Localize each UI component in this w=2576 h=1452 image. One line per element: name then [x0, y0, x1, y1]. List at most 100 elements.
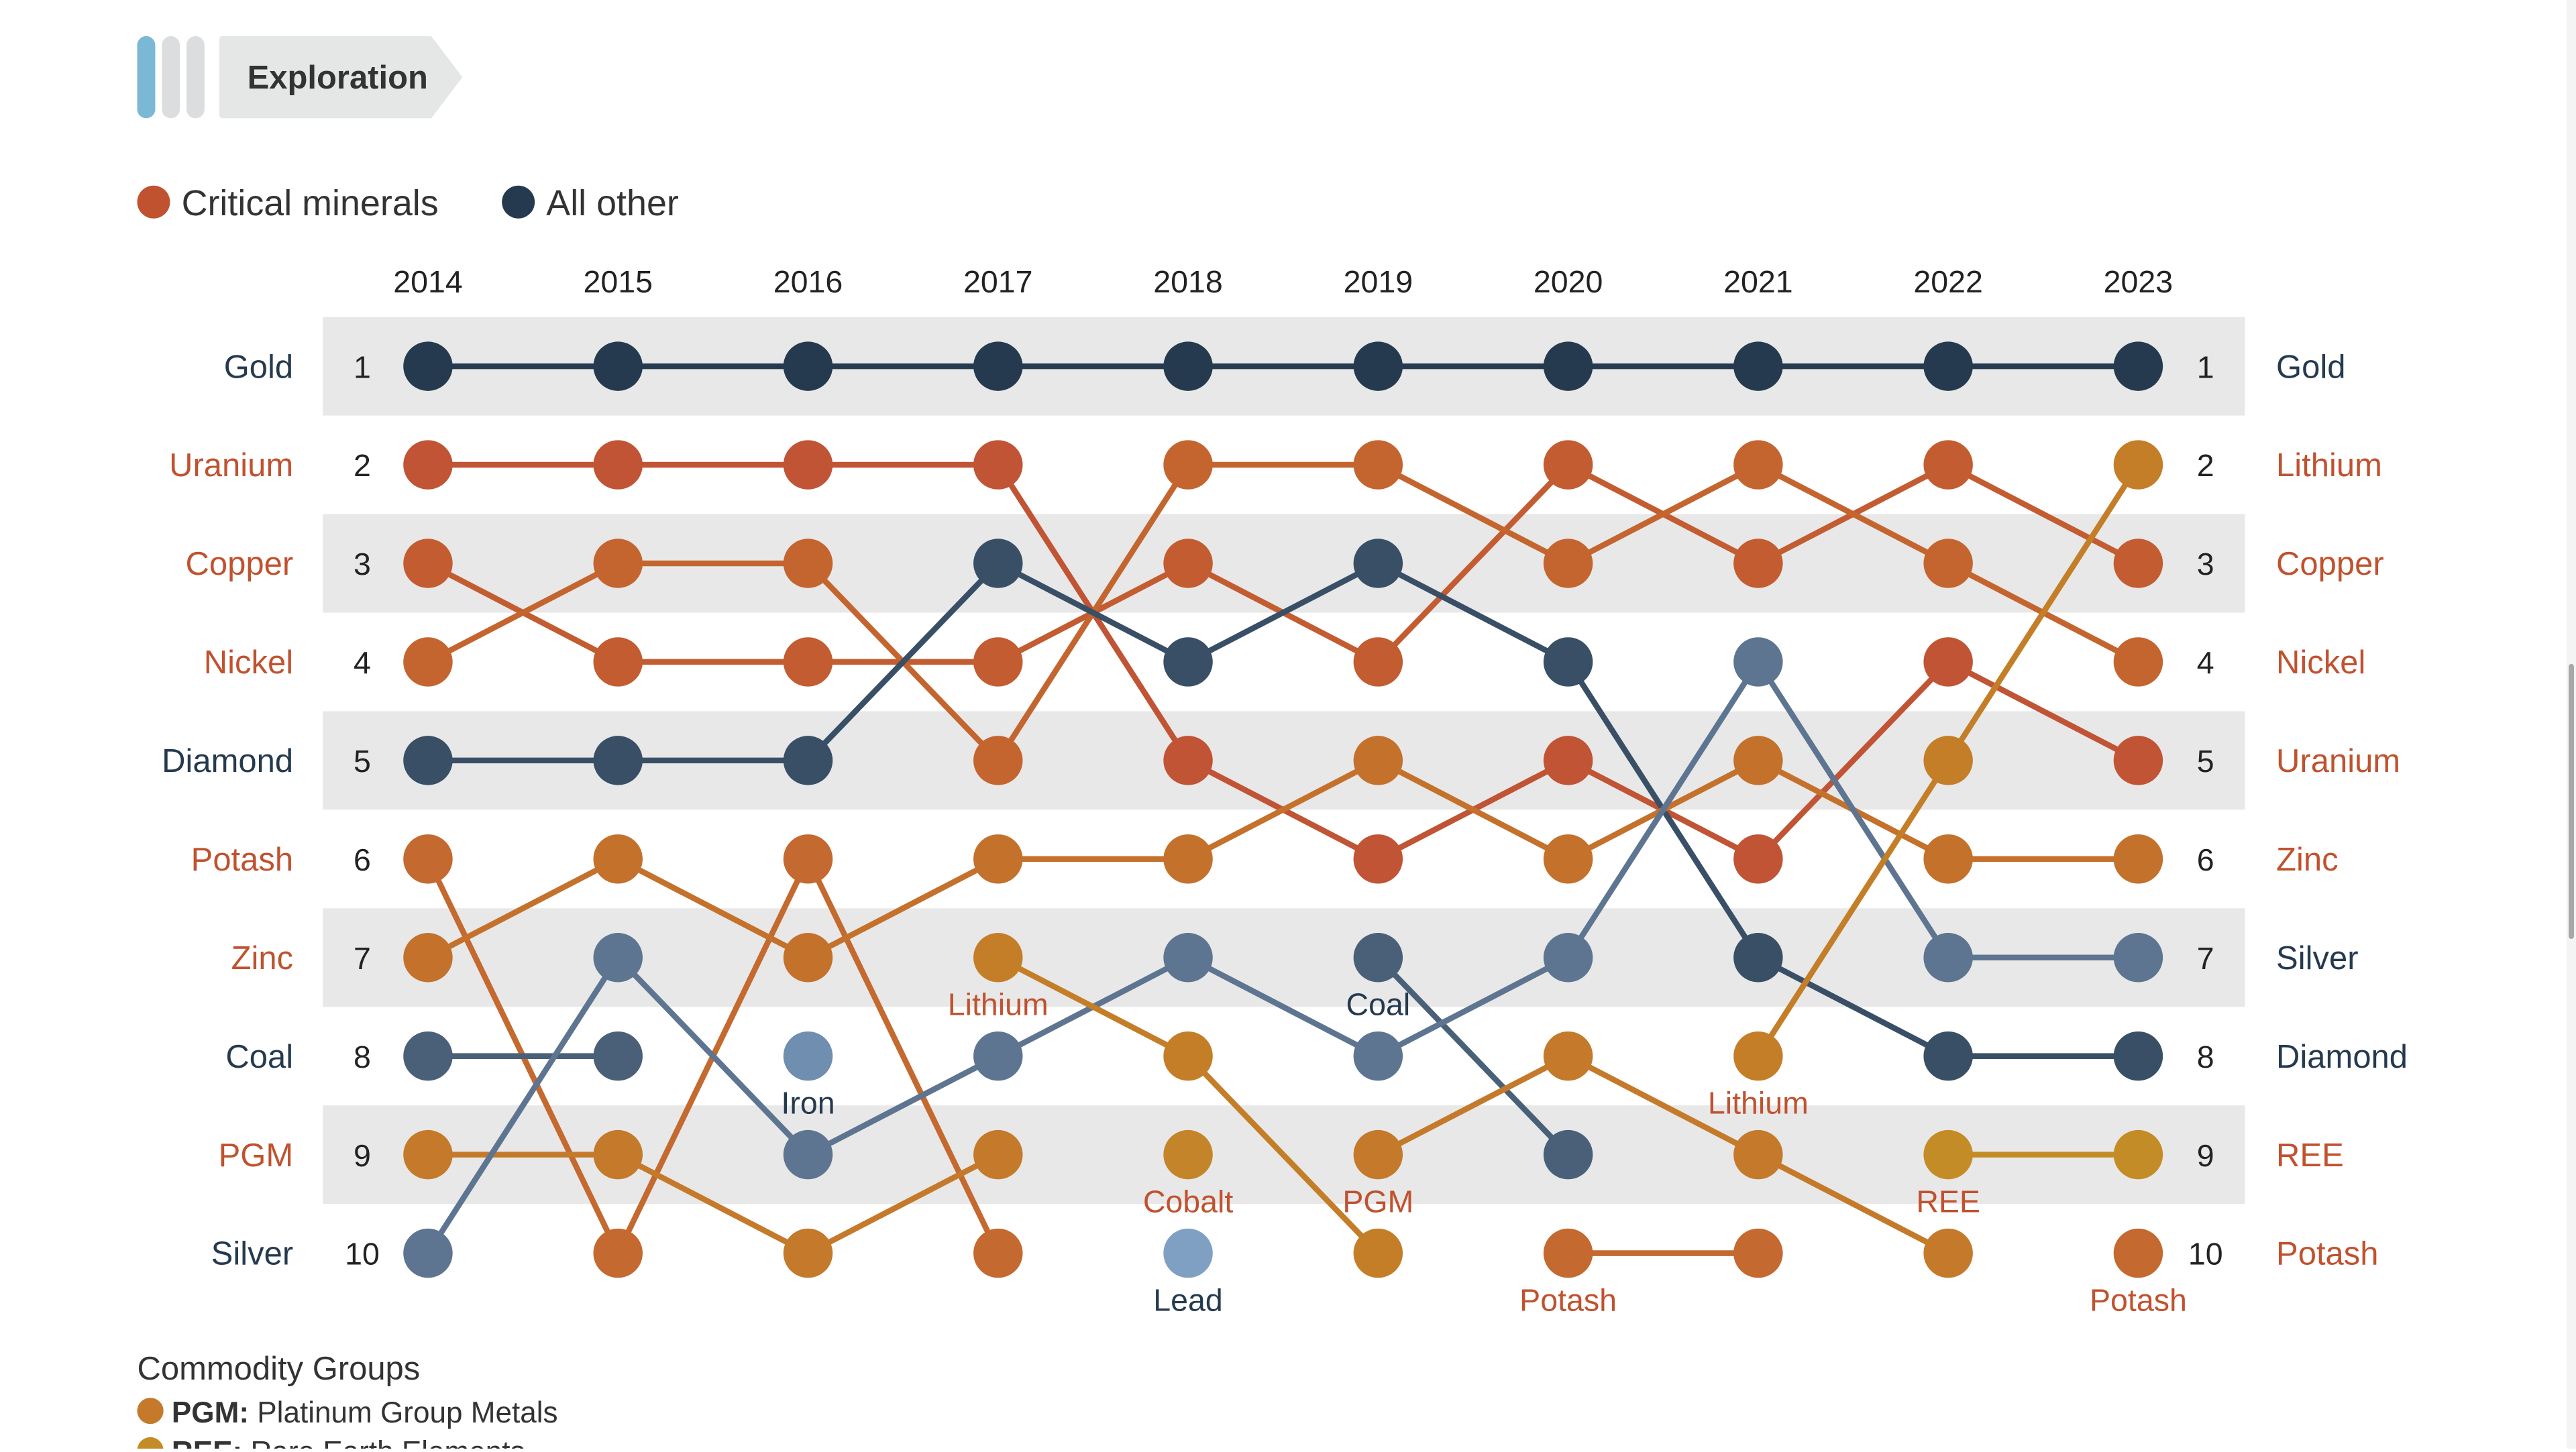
footnote-abbr: REE:: [172, 1436, 242, 1449]
point-coal-2014: [403, 1031, 453, 1081]
series-line-lithium: [1945, 463, 2141, 763]
point-silver-2016: [783, 1129, 833, 1180]
point-pgm-2020: [1543, 1031, 1593, 1081]
legend-label: All other: [546, 183, 679, 223]
rank-number-right: 2: [2197, 448, 2214, 483]
series-line-pgm: [1756, 1152, 1950, 1256]
point-zinc-2014: [403, 933, 453, 983]
left-label-gold: Gold: [224, 349, 293, 385]
rank-number-right: 8: [2197, 1040, 2214, 1074]
series-line-zinc: [806, 856, 1000, 960]
point-potash-2015: [593, 1228, 643, 1278]
footnote-abbr: PGM:: [172, 1396, 249, 1429]
point-diamond-2020: [1543, 637, 1593, 687]
rank-number-right: 10: [2188, 1237, 2223, 1272]
scrollbar[interactable]: [2567, 0, 2576, 1449]
entry-label-lithium: Lithium: [1708, 1085, 1809, 1120]
point-pgm-2017: [973, 1129, 1023, 1180]
series-line-diamond: [1756, 954, 1950, 1059]
year-label: 2022: [1913, 264, 1982, 299]
point-zinc-2023: [2113, 834, 2163, 884]
right-label-uranium: Uranium: [2276, 743, 2400, 779]
point-uranium-2018: [1163, 736, 1213, 785]
series-line-zinc: [616, 856, 810, 960]
right-label-zinc: Zinc: [2276, 842, 2339, 878]
series-line-copper: [1947, 462, 2140, 566]
entry-label-potash: Potash: [2090, 1282, 2187, 1317]
rank-number-right: 3: [2197, 547, 2214, 581]
point-nickel-2015: [593, 539, 643, 588]
point-nickel-2019: [1353, 440, 1403, 490]
scrollbar-thumb[interactable]: [2569, 664, 2574, 939]
rank-number-right: 4: [2197, 645, 2214, 680]
series-line-potash: [805, 857, 1001, 1255]
entry-label-lead: Lead: [1153, 1282, 1222, 1317]
point-silver-2014: [403, 1228, 453, 1278]
rank-number-left: 2: [354, 448, 371, 483]
footnote-text: Platinum Group Metals: [249, 1396, 558, 1429]
rank-number-right: 1: [2197, 349, 2214, 384]
point-diamond-2018: [1163, 637, 1213, 687]
point-zinc-2021: [1733, 736, 1783, 785]
right-label-nickel: Nickel: [2276, 645, 2365, 681]
step-title: Exploration: [248, 60, 428, 96]
series-line-uranium: [1947, 659, 2140, 763]
footnote-title: Commodity Groups: [137, 1351, 420, 1387]
year-label: 2021: [1723, 264, 1792, 299]
entry-label-cobalt: Cobalt: [1143, 1184, 1234, 1219]
rank-number-left: 6: [354, 842, 371, 877]
series-line-nickel: [1566, 462, 1760, 566]
point-gold-2022: [1923, 341, 1973, 391]
left-label-coal: Coal: [225, 1039, 293, 1075]
group-dot-icon: [137, 1437, 164, 1452]
legend-dot-icon: [137, 185, 170, 219]
series-line-nickel: [1756, 462, 1950, 566]
point-ree-2022: [1923, 1129, 1973, 1180]
point-coal-2015: [593, 1031, 643, 1081]
point-pgm-2021: [1733, 1129, 1783, 1180]
left-label-pgm: PGM: [219, 1137, 294, 1174]
point-diamond-2016: [783, 736, 833, 785]
right-label-lithium: Lithium: [2276, 447, 2382, 484]
point-nickel-2022: [1923, 539, 1973, 588]
point-pgm-2022: [1923, 1228, 1973, 1278]
point-gold-2020: [1543, 341, 1593, 391]
rank-number-left: 8: [354, 1040, 371, 1074]
point-gold-2021: [1733, 341, 1783, 391]
series-line-silver: [1565, 660, 1761, 960]
point-zinc-2019: [1353, 736, 1403, 785]
right-label-ree: REE: [2276, 1137, 2344, 1174]
point-diamond-2015: [593, 736, 643, 785]
year-label: 2023: [2104, 264, 2173, 299]
point-uranium-2015: [593, 440, 643, 490]
point-pgm-2014: [403, 1129, 453, 1180]
right-label-potash: Potash: [2276, 1236, 2378, 1272]
point-nickel-2018: [1163, 440, 1213, 490]
rank-number-right: 5: [2197, 744, 2214, 779]
right-label-diamond: Diamond: [2276, 1039, 2408, 1075]
point-gold-2015: [593, 341, 643, 391]
point-copper-2020: [1543, 440, 1593, 490]
point-iron-2016: [783, 1031, 833, 1081]
point-zinc-2015: [593, 834, 643, 884]
rank-number-right: 9: [2197, 1138, 2214, 1173]
rank-number-left: 4: [354, 645, 371, 680]
entry-label-coal: Coal: [1346, 987, 1410, 1021]
point-cobalt-2018: [1163, 1129, 1213, 1180]
point-potash-2023: [2113, 1228, 2163, 1278]
series-line-coal: [1376, 955, 1570, 1157]
point-diamond-2023: [2113, 1031, 2163, 1081]
point-nickel-2020: [1543, 539, 1593, 588]
footnote-text: Rare Earth Elements: [242, 1436, 525, 1449]
series-line-diamond: [1187, 561, 1380, 665]
year-label: 2014: [393, 264, 462, 299]
point-gold-2019: [1353, 341, 1403, 391]
point-gold-2023: [2113, 341, 2163, 391]
point-silver-2018: [1163, 933, 1213, 983]
point-diamond-2022: [1923, 1031, 1973, 1081]
point-potash-2014: [403, 834, 453, 884]
point-gold-2014: [403, 341, 453, 391]
point-diamond-2021: [1733, 933, 1783, 983]
left-label-potash: Potash: [191, 842, 293, 878]
